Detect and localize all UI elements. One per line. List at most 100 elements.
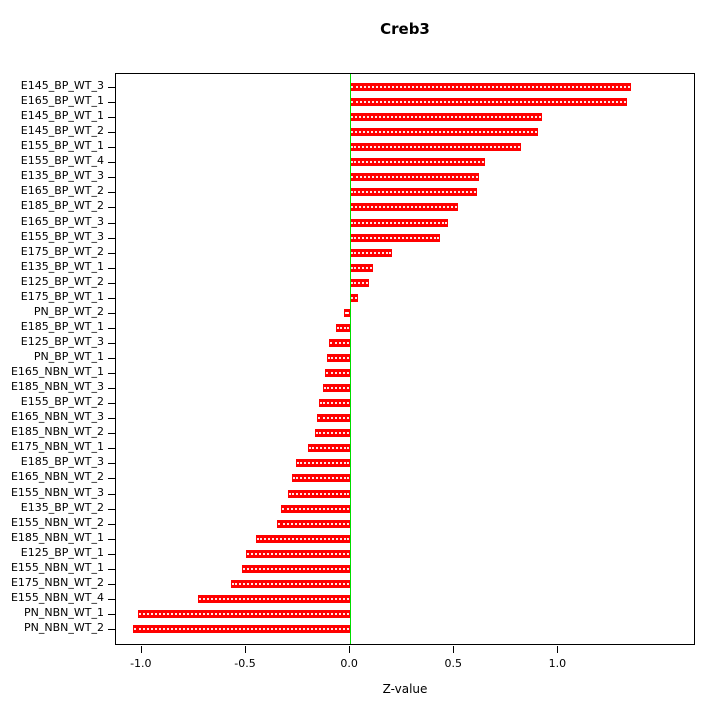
y-tick-label: E175_BP_WT_2 bbox=[20, 244, 104, 258]
y-axis-tick bbox=[108, 403, 115, 404]
y-tick-label: E165_NBN_WT_2 bbox=[10, 470, 104, 484]
y-axis-tick bbox=[108, 539, 115, 540]
bar-texture bbox=[351, 131, 537, 134]
y-axis-tick bbox=[108, 328, 115, 329]
x-tick-label: 1.0 bbox=[548, 657, 567, 670]
bar-texture bbox=[351, 176, 479, 179]
y-tick-label: E185_NBN_WT_3 bbox=[10, 380, 104, 394]
y-tick-label: E175_NBN_WT_1 bbox=[10, 440, 104, 454]
y-tick-label: PN_BP_WT_1 bbox=[33, 350, 104, 363]
bar-texture bbox=[351, 146, 520, 149]
bar-e155-nbn-wt-3 bbox=[287, 489, 351, 498]
bar-texture bbox=[282, 507, 350, 510]
bar-e165-bp-wt-2 bbox=[350, 188, 478, 197]
y-axis-tick bbox=[108, 192, 115, 193]
bar-e145-bp-wt-3 bbox=[350, 83, 632, 91]
y-tick-label: E155_BP_WT_2 bbox=[20, 395, 104, 409]
y-tick-label: E125_BP_WT_3 bbox=[20, 334, 104, 348]
bar-e165-nbn-wt-1 bbox=[325, 369, 351, 378]
y-tick-label: E155_NBN_WT_2 bbox=[10, 515, 104, 529]
bar-e165-bp-wt-3 bbox=[350, 218, 448, 227]
bar-e155-bp-wt-2 bbox=[318, 399, 351, 408]
bar-pn-bp-wt-1 bbox=[327, 354, 351, 362]
y-tick-label: E145_BP_WT_1 bbox=[20, 109, 104, 123]
bar-texture bbox=[278, 522, 350, 525]
y-tick-label: E165_BP_WT_1 bbox=[20, 94, 104, 108]
y-tick-label: E145_BP_WT_2 bbox=[20, 124, 104, 138]
y-tick-label: E185_NBN_WT_2 bbox=[10, 425, 104, 439]
y-axis-tick bbox=[108, 238, 115, 239]
y-axis-tick bbox=[108, 463, 115, 464]
bar-e175-bp-wt-1 bbox=[350, 293, 359, 302]
y-tick-label: E185_NBN_WT_1 bbox=[10, 530, 104, 544]
bar-texture bbox=[242, 567, 350, 570]
bar-e145-bp-wt-2 bbox=[350, 128, 538, 137]
y-axis-tick bbox=[108, 87, 115, 88]
x-axis-tick bbox=[349, 646, 350, 653]
y-axis-tick bbox=[108, 448, 115, 449]
y-axis-tick bbox=[108, 343, 115, 344]
y-tick-label: E125_BP_WT_1 bbox=[20, 545, 104, 559]
y-axis-tick bbox=[108, 358, 115, 359]
bar-texture bbox=[232, 582, 350, 585]
bar-pn-bp-wt-2 bbox=[343, 308, 351, 317]
bar-texture bbox=[246, 552, 350, 555]
y-tick-label: PN_BP_WT_2 bbox=[33, 304, 104, 318]
bar-e175-nbn-wt-2 bbox=[231, 579, 351, 588]
y-axis-tick bbox=[108, 298, 115, 299]
bar-texture bbox=[351, 296, 358, 299]
bar-texture bbox=[288, 492, 350, 495]
y-axis-tick bbox=[108, 554, 115, 555]
bar-texture bbox=[257, 537, 350, 540]
bar-e135-bp-wt-2 bbox=[281, 504, 351, 513]
bar-e175-bp-wt-2 bbox=[350, 248, 392, 257]
y-axis-tick bbox=[108, 117, 115, 118]
bar-texture bbox=[326, 372, 350, 375]
bar-texture bbox=[351, 251, 391, 254]
bar-texture bbox=[351, 191, 477, 194]
x-tick-label: -0.5 bbox=[234, 657, 256, 670]
y-axis-tick bbox=[108, 433, 115, 434]
y-tick-label: E155_NBN_WT_3 bbox=[10, 485, 104, 499]
y-tick-label: E155_BP_WT_3 bbox=[20, 229, 104, 243]
y-axis-tick bbox=[108, 313, 115, 314]
bar-e175-nbn-wt-1 bbox=[308, 444, 351, 453]
y-axis-tick bbox=[108, 388, 115, 389]
y-axis-tick bbox=[108, 283, 115, 284]
y-tick-label: E155_BP_WT_4 bbox=[20, 154, 104, 168]
bar-texture bbox=[292, 477, 350, 480]
y-tick-label: PN_NBN_WT_2 bbox=[24, 621, 104, 634]
y-tick-label: E125_BP_WT_2 bbox=[20, 274, 104, 288]
bar-texture bbox=[336, 326, 350, 329]
bar-e165-nbn-wt-2 bbox=[291, 474, 351, 483]
bar-texture bbox=[351, 101, 627, 104]
y-axis-labels: E145_BP_WT_3 E165_BP_WT_1 E145_BP_WT_1 E145… bbox=[0, 73, 104, 645]
bar-texture bbox=[138, 612, 350, 615]
bar-e185-nbn-wt-3 bbox=[323, 384, 351, 393]
x-tick-label: -1.0 bbox=[130, 657, 152, 670]
bar-texture bbox=[296, 462, 350, 465]
bar-texture bbox=[315, 432, 350, 435]
bar-texture bbox=[328, 357, 350, 359]
y-axis-tick bbox=[108, 509, 115, 510]
y-axis-tick bbox=[108, 524, 115, 525]
zero-reference-line bbox=[350, 74, 351, 644]
x-tick-label: 0.0 bbox=[340, 657, 358, 670]
bar-pn-nbn-wt-2 bbox=[133, 625, 351, 633]
bar-e135-bp-wt-3 bbox=[350, 173, 480, 182]
bar-e125-bp-wt-1 bbox=[245, 549, 351, 558]
x-axis-tick bbox=[245, 646, 246, 653]
bar-e155-nbn-wt-1 bbox=[241, 564, 351, 573]
bar-texture bbox=[351, 206, 458, 209]
bar-texture bbox=[351, 266, 373, 269]
y-axis-tick bbox=[108, 102, 115, 103]
y-tick-label: E165_BP_WT_2 bbox=[20, 184, 104, 198]
y-tick-label: E135_BP_WT_2 bbox=[20, 500, 104, 514]
bar-e185-nbn-wt-2 bbox=[314, 429, 351, 438]
y-axis-tick bbox=[108, 162, 115, 163]
bar-e155-nbn-wt-4 bbox=[198, 594, 351, 603]
chart-title: Creb3 bbox=[380, 20, 430, 38]
x-axis-tick bbox=[557, 646, 558, 653]
x-axis-title: Z-value bbox=[382, 682, 428, 696]
